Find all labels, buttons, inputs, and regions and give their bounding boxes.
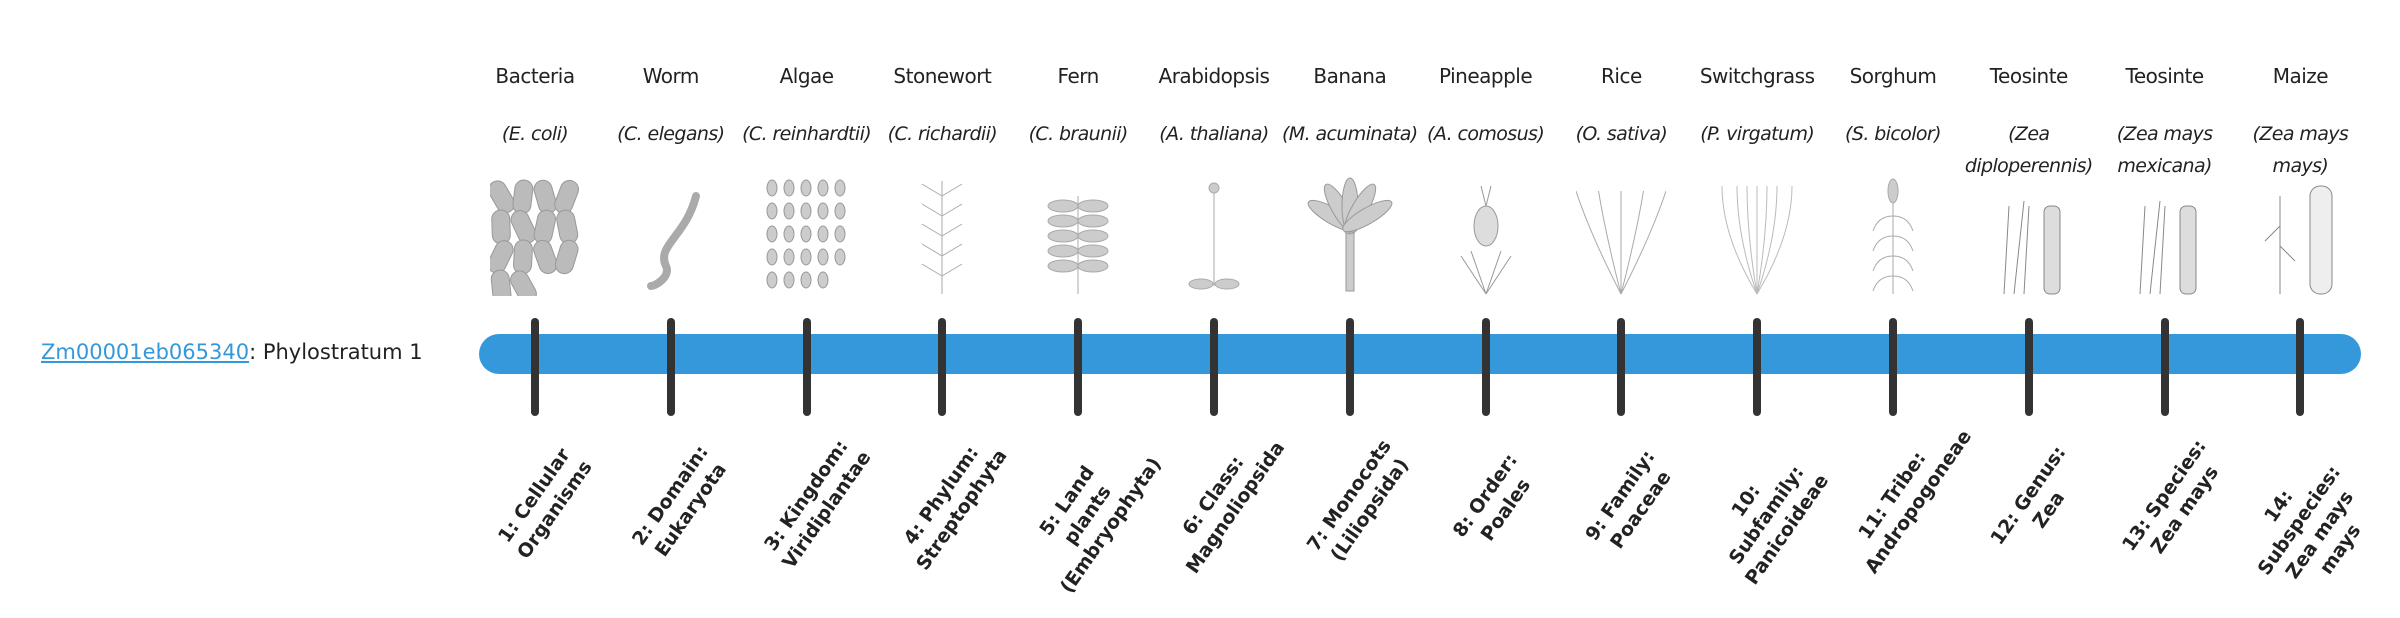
organism-scientific-name: (Zea diploperennis) <box>1964 123 2093 177</box>
phylostratum-rank-label: 3: Kingdom: Viridiplantae <box>759 436 876 573</box>
organism-scientific-name: (A. thaliana) <box>1159 123 1269 145</box>
arabidopsis-illustration-icon <box>1188 182 1240 290</box>
phylostratum-tick <box>938 318 947 416</box>
organism-scientific-name: (A. comosus) <box>1427 123 1545 145</box>
stonewort-illustration-icon <box>922 181 963 294</box>
phylostratum-rank-label: 7: Monocots (Liliopsida) <box>1302 435 1414 566</box>
sorghum-illustration-icon <box>1872 178 1914 294</box>
organism-common-name: Fern <box>1057 64 1100 88</box>
phylostratum-tick <box>1345 318 1354 416</box>
worm-illustration-icon <box>646 192 700 290</box>
phylostratum-rank-label: 12: Genus: Zea <box>1986 442 2071 550</box>
organism-common-name: Worm <box>642 64 700 88</box>
organism-scientific-name: (Zea mays mexicana) <box>2116 123 2213 177</box>
organism-scientific-name: (C. elegans) <box>617 123 725 145</box>
phylostratum-tick <box>1753 318 1762 416</box>
organism-common-name: Teosinte <box>2125 64 2205 88</box>
teosinte-illustration-icon <box>2003 200 2061 295</box>
phylostratum-timeline-bar <box>479 334 2361 374</box>
phylostratum-tick <box>2160 318 2169 416</box>
organism-common-name: Switchgrass <box>1699 64 1815 88</box>
maize-illustration-icon <box>2265 185 2333 295</box>
organism-scientific-name: (C. braunii) <box>1028 123 1129 145</box>
banana-illustration-icon <box>1307 177 1393 292</box>
phylostratum-rank-label: 1: Cellular Organisms <box>493 444 597 564</box>
phylostratum-tick <box>1889 318 1897 416</box>
pineapple-illustration-icon <box>1460 185 1512 295</box>
organism-common-name: Pineapple <box>1439 64 1533 88</box>
organism-scientific-name: (O. sativa) <box>1575 123 1668 145</box>
switchgrass-illustration-icon <box>1721 185 1793 295</box>
organism-common-name: Maize <box>2272 64 2329 88</box>
organism-common-name: Bacteria <box>495 64 575 88</box>
organism-common-name: Banana <box>1313 64 1387 88</box>
organism-scientific-name: (S. bicolor) <box>1845 123 1941 145</box>
phylostratum-tick <box>1481 318 1490 416</box>
organism-common-name: Rice <box>1601 64 1642 88</box>
phylostratum-tick <box>531 318 539 416</box>
phylostratum-tick <box>1210 318 1218 416</box>
teosinte-illustration-icon <box>2139 200 2197 295</box>
organism-scientific-name: (Zea mays mays) <box>2252 123 2349 177</box>
fern-illustration-icon <box>1047 196 1109 294</box>
organism-common-name: Algae <box>779 64 835 88</box>
phylostratum-rank-label: 10: Subfamily: Panicoideae <box>1724 461 1834 589</box>
organism-common-name: Arabidopsis <box>1158 64 1270 88</box>
algae-illustration-icon <box>766 179 846 289</box>
organism-scientific-name: (E. coli) <box>501 123 569 145</box>
phylostratum-rank-label: 14: Subspecies: Zea mays mays <box>2253 461 2366 583</box>
phylostratum-rank-label: 6: Class: Magnoliopsida <box>1178 437 1290 578</box>
phylostratum-tick <box>2296 318 2305 416</box>
gene-id-link[interactable]: Zm00001eb065340 <box>41 340 250 364</box>
organism-common-name: Teosinte <box>1989 64 2069 88</box>
rice-illustration-icon <box>1576 190 1667 295</box>
organism-scientific-name: (C. reinhardtii) <box>742 123 872 145</box>
phylostratum-tick <box>1074 318 1083 416</box>
phylostratum-tick <box>802 318 811 416</box>
phylostratum-tick <box>666 318 675 416</box>
phylostratum-rank-label: 9: Family: Poaceae <box>1581 446 1676 553</box>
organism-scientific-name: (M. acuminata) <box>1281 123 1418 145</box>
phylostratum-rank-label: 4: Phylum: Streptophyta <box>899 442 1013 575</box>
phylostratum-rank-label: 5: Land plants (Embryophyta) <box>1035 453 1167 598</box>
organism-scientific-name: (C. richardii) <box>887 123 998 145</box>
phylostratum-rank-label: 2: Domain: Eukaryota <box>627 441 731 561</box>
organism-common-name: Stonewort <box>893 64 992 88</box>
phylostratum-tick <box>2024 318 2033 416</box>
organism-scientific-name: (P. virgatum) <box>1700 123 1815 145</box>
phylostratum-rank-label: 13: Species: Zea mays <box>2117 435 2223 558</box>
phylostratum-text: : Phylostratum 1 <box>249 340 423 364</box>
bacteria-illustration-icon <box>490 179 580 296</box>
phylostratum-tick <box>1617 318 1626 416</box>
gene-label: Zm00001eb065340: Phylostratum 1 <box>41 340 423 364</box>
organism-common-name: Sorghum <box>1849 64 1937 88</box>
phylostratum-rank-label: 11: Tribe: Andropogoneae <box>1854 426 1977 578</box>
phylostratum-rank-label: 8: Order: Poales <box>1448 449 1535 546</box>
